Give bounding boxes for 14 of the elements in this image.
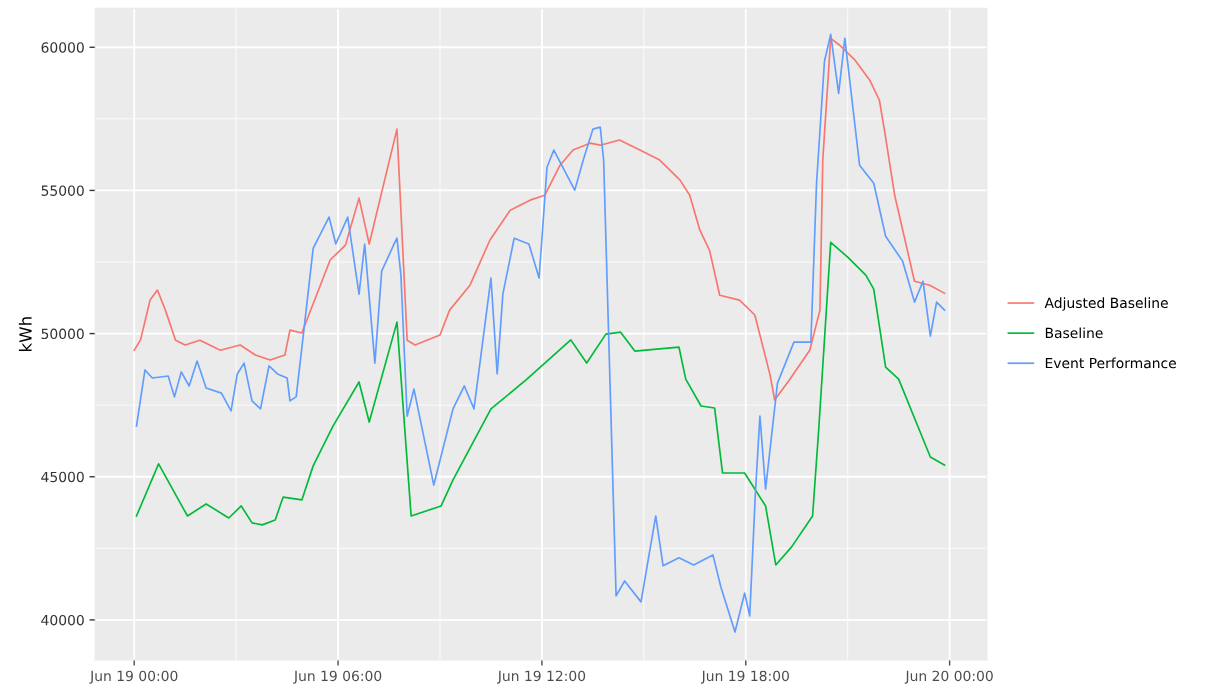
legend-label: Event Performance [1045, 357, 1176, 369]
y-axis-title: kWh [18, 317, 32, 351]
x-tick-label: Jun 19 00:00 [89, 670, 178, 684]
y-tick-label: 60000 [41, 42, 84, 53]
legend-label: Baseline [1045, 327, 1103, 339]
y-tick-label: 40000 [41, 614, 84, 626]
legend-label: Adjusted Baseline [1044, 297, 1168, 311]
y-tick-label: 55000 [41, 185, 84, 196]
x-tick-label: Jun 19 12:00 [497, 670, 586, 684]
y-tick-label: 50000 [41, 328, 84, 340]
x-tick-label: Jun 19 18:00 [700, 670, 789, 684]
y-tick-label: 45000 [41, 471, 84, 483]
x-tick-label: Jun 20 00:00 [904, 670, 993, 684]
x-tick-label: Jun 19 06:00 [293, 670, 382, 684]
